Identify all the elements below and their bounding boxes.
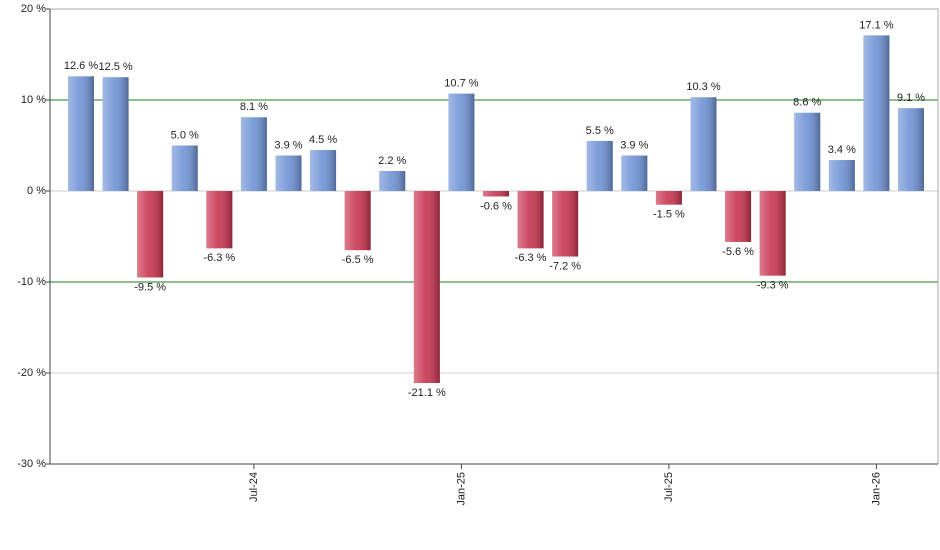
bar-shade: [102, 77, 129, 191]
bar-shade: [586, 140, 613, 191]
bar-shade: [690, 97, 717, 191]
value-label: 8.6 %: [793, 97, 821, 109]
value-label: 5.5 %: [586, 125, 614, 137]
bar-shade: [655, 191, 682, 205]
value-label: 3.4 %: [828, 144, 856, 156]
value-label: -5.6 %: [722, 246, 754, 258]
bar-shade: [898, 108, 924, 191]
value-label: -6.3 %: [203, 252, 235, 264]
y-tick-label: -20 %: [17, 367, 46, 379]
value-label: -6.5 %: [342, 254, 374, 266]
value-label: 8.1 %: [240, 101, 268, 113]
y-tick-label: 20 %: [21, 3, 46, 15]
value-label: 17.1 %: [859, 19, 893, 31]
bar-shade: [240, 117, 267, 191]
value-label: 3.9 %: [274, 139, 302, 151]
x-tick-label: Jul-24: [248, 472, 260, 502]
bar-shade: [517, 191, 544, 249]
y-tick-label: 10 %: [21, 94, 46, 106]
value-label: -9.5 %: [134, 281, 166, 293]
bar-shade: [344, 191, 371, 251]
value-label: 3.9 %: [620, 139, 648, 151]
bar-shade: [171, 145, 198, 191]
value-label: -7.2 %: [549, 260, 581, 272]
bar-shade: [828, 160, 855, 191]
value-label: 9.1 %: [897, 92, 925, 104]
y-tick-label: -10 %: [17, 276, 46, 288]
y-tick-label: 0 %: [27, 185, 46, 197]
value-label: 12.6 %: [64, 60, 98, 72]
plot-frame: [49, 8, 939, 465]
value-label: -6.3 %: [515, 252, 547, 264]
bar-shade: [759, 191, 786, 276]
bar-shade: [310, 150, 337, 191]
value-label: -1.5 %: [653, 209, 685, 221]
bar-shade: [725, 191, 752, 242]
x-tick-label: Jan-25: [455, 472, 467, 506]
bar-shade: [552, 191, 579, 257]
value-label: 4.5 %: [309, 134, 337, 146]
value-label: 5.0 %: [171, 129, 199, 141]
bar-shade: [483, 191, 509, 197]
bar-shade: [68, 76, 94, 191]
bar-shade: [621, 155, 648, 191]
value-label: -0.6 %: [480, 200, 512, 212]
bar-shade: [794, 112, 821, 191]
x-tick-label: Jul-25: [663, 472, 675, 502]
value-label: 10.3 %: [686, 81, 720, 93]
value-label: 12.5 %: [98, 61, 132, 73]
value-label: -21.1 %: [408, 387, 446, 399]
bar-shade: [379, 170, 406, 191]
value-label: 2.2 %: [378, 155, 406, 167]
bar-shade: [413, 191, 440, 384]
x-tick-label: Jan-26: [870, 472, 882, 506]
y-tick-label: -30 %: [17, 458, 46, 470]
value-label: -9.3 %: [757, 280, 789, 292]
bar-shade: [275, 155, 302, 191]
value-label: 10.7 %: [444, 78, 478, 90]
bar-shade: [137, 191, 164, 278]
bar-shade: [863, 35, 890, 191]
bar-shade: [448, 93, 475, 191]
bar-shade: [206, 191, 233, 249]
